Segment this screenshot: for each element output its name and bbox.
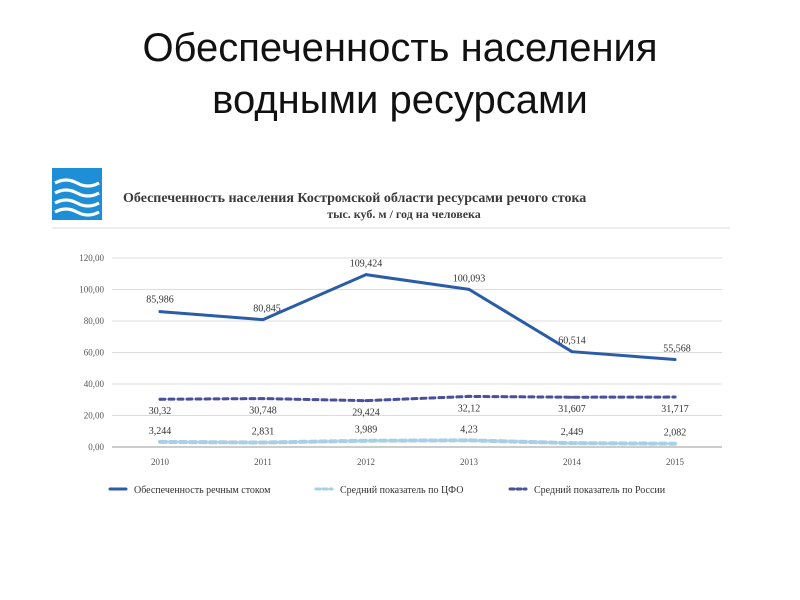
- series-3-data-label: 31,607: [558, 404, 586, 415]
- series-2-point: [467, 438, 471, 442]
- series-line-1: [158, 273, 677, 361]
- slide-title-line2: водными ресурсами: [212, 78, 588, 122]
- series-1-data-label: 80,845: [253, 304, 281, 315]
- series-1-data-label: 85,986: [146, 295, 174, 306]
- series-1-point: [570, 350, 574, 354]
- series-2-data-label: 2,449: [561, 427, 584, 438]
- series-2-point: [364, 439, 368, 443]
- series-2-data-label: 4,23: [460, 424, 478, 435]
- series-2-data-label: 3,989: [355, 425, 378, 436]
- series-3-point: [673, 395, 677, 399]
- water-waves-logo: [52, 168, 102, 220]
- series-2-point: [570, 441, 574, 445]
- series-3-point: [364, 399, 368, 403]
- y-tick-label: 0,00: [88, 442, 104, 452]
- series-3-data-label: 31,717: [661, 404, 689, 415]
- slide-title-line1: Обеспеченность населения: [142, 26, 658, 70]
- series-3-point: [570, 395, 574, 399]
- series-1-data-label: 60,514: [558, 336, 586, 347]
- y-tick-label: 100,00: [79, 285, 104, 295]
- series-3-point: [261, 397, 265, 401]
- legend-label-3: Средний показатель по России: [534, 485, 666, 496]
- legend: Обеспеченность речным стоком Средний пока…: [108, 485, 666, 496]
- x-tick-label: 2010: [151, 457, 170, 467]
- series-2-point: [158, 440, 162, 444]
- series-1-data-label: 55,568: [663, 343, 691, 354]
- x-tick-label: 2013: [460, 457, 479, 467]
- x-tick-label: 2012: [357, 457, 375, 467]
- x-tick-label: 2015: [666, 457, 685, 467]
- series-1-data-label: 109,424: [350, 259, 383, 270]
- series-2-point: [673, 442, 677, 446]
- chart-subtitle: тыс. куб. м / год на человека: [327, 207, 481, 221]
- series-1-point: [364, 273, 368, 277]
- chart-title: Обеспеченность населения Костромской обл…: [123, 191, 586, 206]
- x-tick-label: 2014: [563, 457, 582, 467]
- series-3-point: [158, 397, 162, 401]
- y-tick-label: 40,00: [84, 379, 105, 389]
- y-tick-label: 80,00: [84, 316, 105, 326]
- series-1-point: [467, 287, 471, 291]
- x-tick-label: 2011: [254, 457, 272, 467]
- series-3-data-label: 30,32: [149, 406, 172, 417]
- y-tick-label: 60,00: [84, 348, 105, 358]
- series-3-data-label: 29,424: [352, 408, 380, 419]
- series-3-point: [467, 394, 471, 398]
- series-line-2: [158, 438, 677, 446]
- y-tick-label: 120,00: [79, 253, 104, 263]
- series-2-point: [261, 441, 265, 445]
- series-2-data-label: 2,082: [664, 428, 687, 439]
- legend-label-2: Средний показатель по ЦФО: [340, 485, 463, 496]
- legend-label-1: Обеспеченность речным стоком: [134, 485, 271, 496]
- data-labels: 85,986 80,845 109,424 100,093 60,514 55,568 3,…: [146, 259, 691, 439]
- y-axis-ticks: 0,00 20,00 40,00 60,00 80,00 100,00 120,00: [79, 253, 104, 452]
- grid-lines: [112, 257, 722, 448]
- series-lines: [158, 273, 677, 446]
- series-line-3: [158, 394, 677, 403]
- series-2-data-label: 3,244: [149, 426, 172, 437]
- x-axis-ticks: 2010 2011 2012 2013 2014 2015: [151, 457, 685, 467]
- series-1-data-label: 100,093: [453, 273, 486, 284]
- series-1-point: [673, 357, 677, 361]
- series-1-point: [261, 318, 265, 322]
- series-2-data-label: 2,831: [252, 427, 275, 438]
- slide-title: Обеспеченность населения водными ресурса…: [0, 22, 800, 126]
- series-1-point: [158, 310, 162, 314]
- series-3-data-label: 32,12: [458, 403, 481, 414]
- series-3-data-label: 30,748: [249, 406, 277, 417]
- y-tick-label: 20,00: [84, 411, 105, 421]
